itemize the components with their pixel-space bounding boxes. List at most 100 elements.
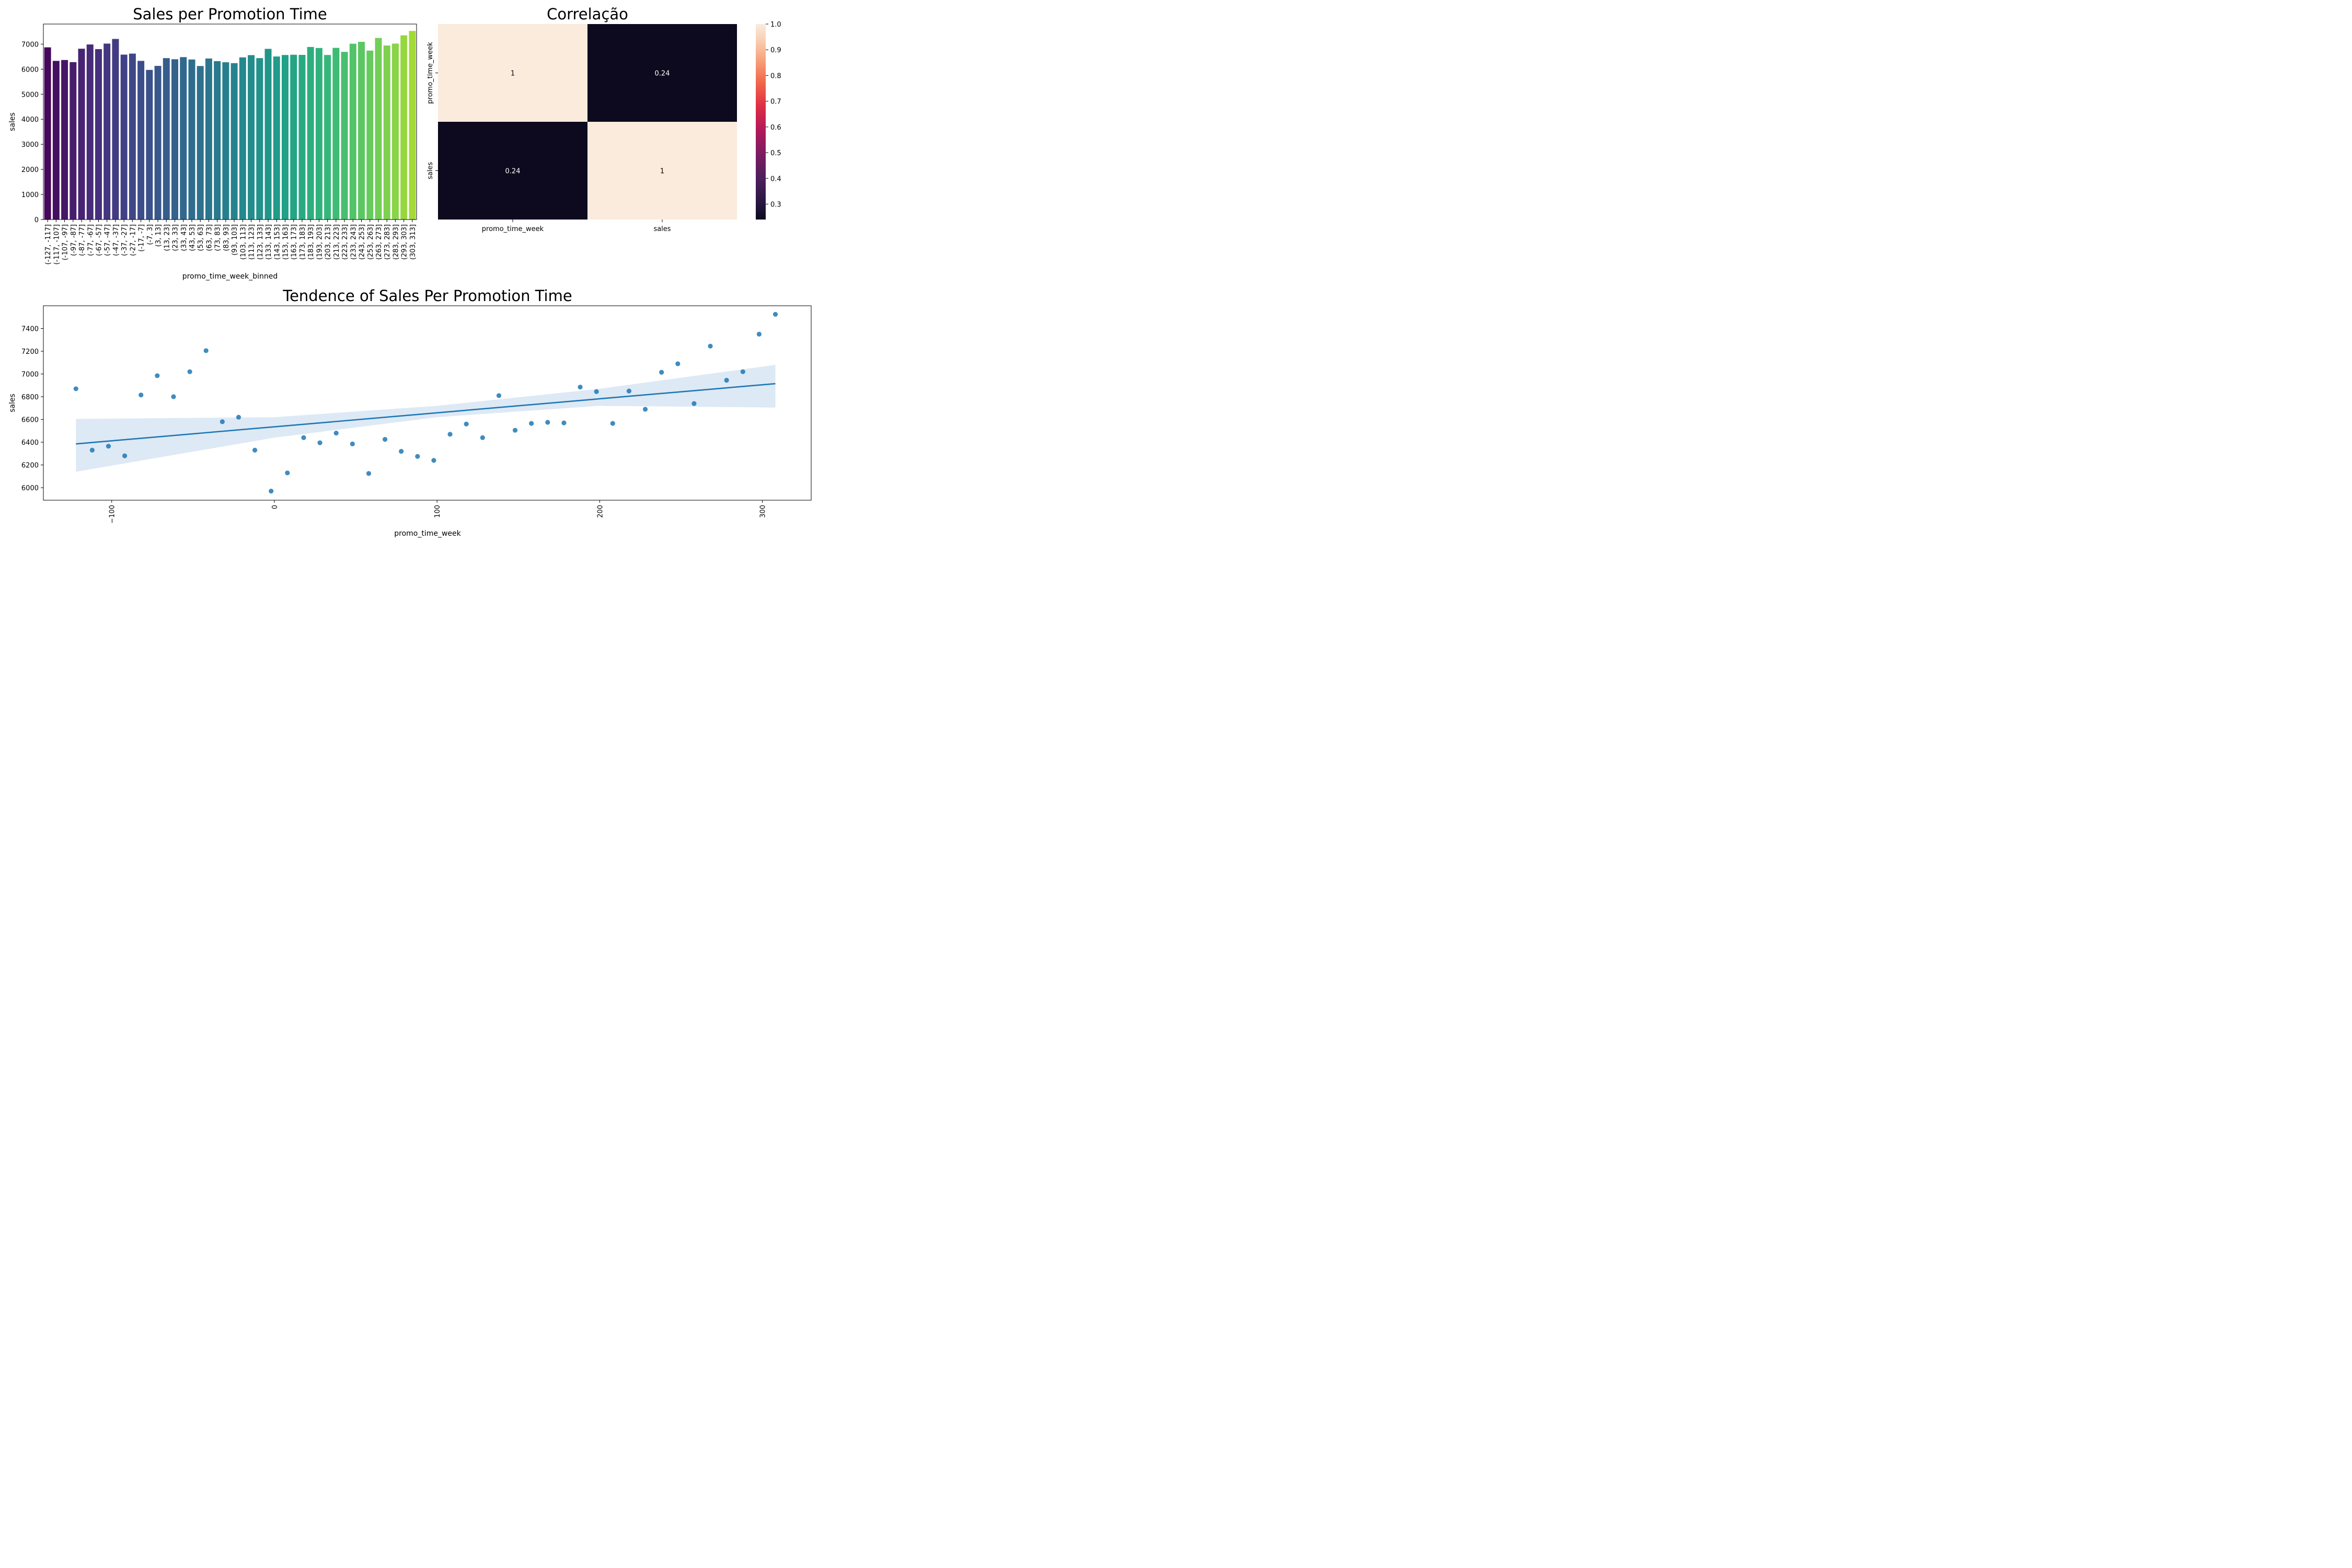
y-tick-label: 5000 (21, 91, 39, 99)
colorbar-tick-label: 1.0 (770, 21, 781, 29)
y-tick-label: 1000 (21, 191, 39, 199)
x-tick-label: (103, 113] (239, 224, 247, 260)
scatter-y-axis-label: sales (8, 394, 17, 412)
bar (324, 55, 331, 220)
scatter-point (317, 440, 322, 445)
bar (137, 61, 145, 220)
bar (307, 47, 314, 220)
x-tick-label: (173, 183] (299, 224, 307, 260)
bar (103, 43, 111, 220)
scatter-point (740, 369, 745, 374)
x-tick-label: (53, 63] (197, 224, 205, 251)
x-tick-label: promo_time_week (482, 225, 544, 233)
y-tick-label: 7000 (21, 371, 39, 379)
colorbar-tick-label: 0.6 (770, 124, 781, 132)
x-tick-label: (163, 173] (291, 224, 298, 260)
x-tick-label: (63, 73] (205, 224, 213, 251)
y-tick-label: promo_time_week (426, 42, 434, 104)
y-tick-label: 7000 (21, 41, 39, 49)
scatter-point (187, 369, 192, 374)
figure: Sales per Promotion Time 0 1000 2000 3000 40… (0, 0, 820, 545)
bar (409, 31, 416, 220)
bar (70, 62, 77, 220)
x-tick-label: (153, 163] (282, 224, 290, 260)
bar (332, 48, 340, 220)
bar (154, 66, 162, 220)
scatter-point (464, 421, 469, 426)
scatter-point (724, 377, 729, 383)
x-tick-label: (-127, -117] (44, 224, 52, 264)
bar (44, 47, 51, 220)
scatter-plot-frame (43, 305, 812, 501)
scatter-point (171, 394, 176, 399)
bar (239, 57, 246, 220)
scatter-point (285, 470, 290, 476)
scatter-point (252, 447, 258, 453)
x-tick-label: (-97, -87] (70, 224, 78, 256)
scatter-point (529, 421, 534, 426)
scatter-point (447, 432, 453, 437)
y-tick-label: 6600 (21, 417, 39, 424)
scatter-y-axis: 6000 6200 6400 6600 6800 7000 7200 7400 (21, 326, 43, 492)
scatter-point (366, 471, 372, 476)
y-tick-label: 6800 (21, 394, 39, 401)
bar (375, 38, 382, 220)
x-tick-label: (213, 223] (333, 224, 341, 260)
bar (264, 49, 272, 220)
heatmap-cell (587, 122, 737, 220)
x-tick-label: (23, 33] (172, 224, 180, 251)
bar (315, 48, 322, 220)
scatter-point (480, 435, 485, 440)
scatter-point (350, 441, 355, 446)
scatter-point (399, 448, 404, 454)
x-tick-label: 0 (271, 505, 279, 509)
scatter-point (73, 386, 78, 391)
heatmap-cell (438, 122, 587, 220)
scatter-point (301, 435, 306, 440)
x-tick-label: 100 (434, 505, 442, 518)
bar (273, 56, 280, 220)
x-tick-label: (-57, -47] (104, 224, 112, 256)
colorbar-axis: 0.3 0.4 0.5 0.6 0.7 0.8 0.9 1.0 (766, 21, 781, 209)
x-tick-label: (253, 263] (367, 224, 375, 260)
x-tick-label: (123, 133] (257, 224, 264, 260)
bar (391, 43, 399, 220)
scatter-x-axis: −100 0 100 200 300 (109, 500, 767, 524)
x-tick-label: (133, 143] (265, 224, 273, 260)
scatter-point (594, 389, 599, 394)
x-tick-label: (203, 213] (325, 224, 332, 260)
heatmap-cell (438, 24, 587, 122)
scatter-point (512, 428, 518, 433)
heatmap-annotation: 1 (660, 168, 664, 176)
heatmap-cell (587, 24, 737, 122)
y-tick-label: 6200 (21, 462, 39, 470)
x-tick-label: (-67, -57] (95, 224, 103, 256)
x-tick-label: (273, 283] (384, 224, 391, 260)
scatter-point (415, 454, 420, 459)
colorbar-tick-label: 0.5 (770, 149, 781, 157)
bar (95, 49, 102, 220)
y-tick-label: sales (426, 162, 434, 179)
colorbar (756, 24, 766, 220)
bar (120, 54, 128, 220)
x-tick-label: (-117, -107] (53, 224, 61, 264)
scatter-point (333, 431, 339, 436)
x-tick-label: (233, 243] (350, 224, 358, 260)
scatter-point (220, 419, 225, 424)
bar (230, 63, 238, 220)
bar (52, 61, 60, 220)
colorbar-tick-label: 0.3 (770, 201, 781, 209)
y-tick-label: 0 (34, 216, 39, 224)
x-tick-label: (223, 233] (341, 224, 349, 260)
x-tick-label: (83, 93] (223, 224, 230, 251)
scatter-point (756, 331, 762, 337)
bar (366, 50, 374, 220)
bar (78, 49, 85, 220)
x-tick-label: (-7, 3] (146, 224, 154, 245)
bar (256, 58, 263, 220)
scatter-title: Tendence of Sales Per Promotion Time (282, 287, 572, 305)
y-tick-label: 7200 (21, 348, 39, 356)
scatter-point (659, 370, 664, 375)
y-tick-label: 6400 (21, 439, 39, 447)
scatter-point (675, 361, 681, 366)
